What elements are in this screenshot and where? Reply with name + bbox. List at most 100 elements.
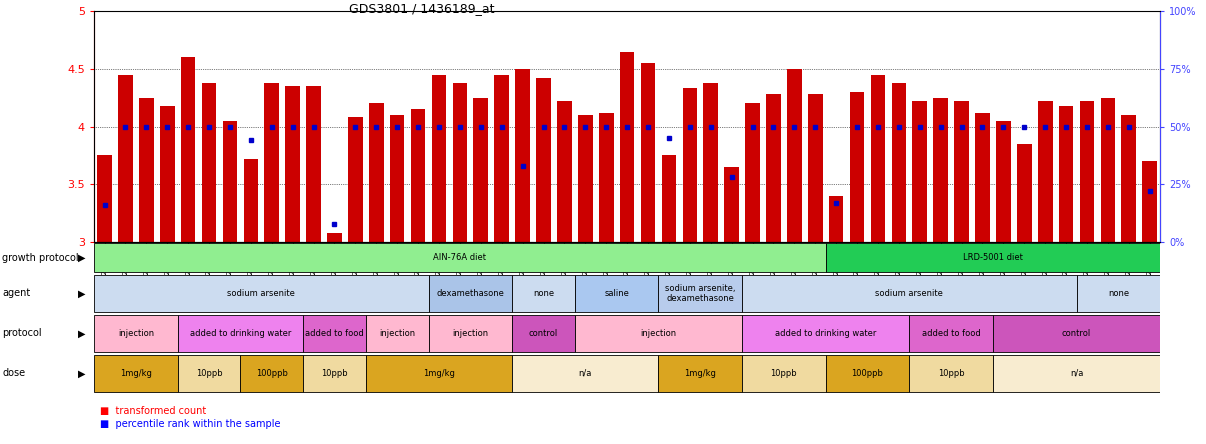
Bar xyxy=(1038,101,1053,242)
Bar xyxy=(513,355,658,392)
Text: LRD-5001 diet: LRD-5001 diet xyxy=(964,254,1023,262)
Bar xyxy=(703,83,718,242)
Bar xyxy=(658,275,742,312)
Bar xyxy=(996,121,1011,242)
Bar xyxy=(244,159,258,242)
Bar xyxy=(913,101,927,242)
Bar xyxy=(286,86,300,242)
Bar xyxy=(177,355,240,392)
Bar xyxy=(662,155,677,242)
Bar xyxy=(1101,98,1116,242)
Text: dexamethasone: dexamethasone xyxy=(437,289,504,298)
Bar xyxy=(742,355,826,392)
Text: 100ppb: 100ppb xyxy=(256,369,288,378)
Bar xyxy=(98,155,112,242)
Bar xyxy=(201,83,216,242)
Text: added to food: added to food xyxy=(305,329,364,338)
Bar xyxy=(620,52,634,242)
Text: growth protocol: growth protocol xyxy=(2,253,80,263)
Bar xyxy=(264,83,279,242)
Bar xyxy=(725,167,739,242)
Bar xyxy=(1079,101,1094,242)
Bar xyxy=(452,83,467,242)
Text: control: control xyxy=(1062,329,1091,338)
Bar xyxy=(432,75,446,242)
Bar xyxy=(557,101,572,242)
Bar xyxy=(993,355,1160,392)
Text: 1mg/kg: 1mg/kg xyxy=(119,369,152,378)
Bar xyxy=(829,196,843,242)
Bar xyxy=(365,355,513,392)
Bar xyxy=(369,103,384,242)
Bar xyxy=(513,275,575,312)
Bar xyxy=(575,275,658,312)
Bar xyxy=(850,92,865,242)
Text: sodium arsenite,
dexamethasone: sodium arsenite, dexamethasone xyxy=(665,284,736,303)
Text: injection: injection xyxy=(379,329,415,338)
Bar xyxy=(742,315,909,352)
Bar xyxy=(1077,275,1160,312)
Text: ▶: ▶ xyxy=(78,253,86,263)
Bar xyxy=(515,69,529,242)
Bar xyxy=(428,275,513,312)
Bar xyxy=(909,355,993,392)
Bar xyxy=(745,103,760,242)
Text: saline: saline xyxy=(604,289,630,298)
Bar xyxy=(683,88,697,242)
Bar xyxy=(94,315,177,352)
Text: dose: dose xyxy=(2,369,25,378)
Text: ▶: ▶ xyxy=(78,289,86,298)
Text: control: control xyxy=(529,329,558,338)
Bar xyxy=(993,315,1160,352)
Bar xyxy=(94,275,428,312)
Bar xyxy=(933,98,948,242)
Bar xyxy=(1122,115,1136,242)
Bar xyxy=(976,113,990,242)
Bar xyxy=(411,109,426,242)
Text: ▶: ▶ xyxy=(78,329,86,338)
Bar xyxy=(118,75,133,242)
Text: n/a: n/a xyxy=(579,369,592,378)
Bar xyxy=(365,315,428,352)
Text: ■  transformed count: ■ transformed count xyxy=(100,406,206,416)
Text: injection: injection xyxy=(640,329,677,338)
Text: ■  percentile rank within the sample: ■ percentile rank within the sample xyxy=(100,419,281,429)
Bar xyxy=(303,355,365,392)
Bar xyxy=(474,98,488,242)
Text: agent: agent xyxy=(2,289,30,298)
Bar xyxy=(223,121,238,242)
Bar xyxy=(303,315,365,352)
Bar xyxy=(826,355,909,392)
Text: sodium arsenite: sodium arsenite xyxy=(228,289,295,298)
Text: 10ppb: 10ppb xyxy=(195,369,222,378)
Bar xyxy=(742,275,1077,312)
Text: ▶: ▶ xyxy=(78,369,86,378)
Bar xyxy=(1059,106,1073,242)
Text: n/a: n/a xyxy=(1070,369,1083,378)
Bar xyxy=(160,106,175,242)
Text: GDS3801 / 1436189_at: GDS3801 / 1436189_at xyxy=(350,2,494,15)
Bar xyxy=(826,243,1160,273)
Text: added to drinking water: added to drinking water xyxy=(189,329,291,338)
Text: injection: injection xyxy=(118,329,154,338)
Bar xyxy=(640,63,655,242)
Bar xyxy=(1142,161,1157,242)
Text: 10ppb: 10ppb xyxy=(771,369,797,378)
Text: 1mg/kg: 1mg/kg xyxy=(684,369,716,378)
Bar xyxy=(658,355,742,392)
Bar xyxy=(240,355,303,392)
Bar xyxy=(575,315,742,352)
Bar xyxy=(349,117,363,242)
Bar xyxy=(891,83,906,242)
Text: injection: injection xyxy=(452,329,488,338)
Bar xyxy=(954,101,968,242)
Bar xyxy=(537,78,551,242)
Bar xyxy=(909,315,993,352)
Bar xyxy=(871,75,885,242)
Bar xyxy=(1017,144,1031,242)
Bar xyxy=(327,233,341,242)
Bar xyxy=(390,115,404,242)
Bar xyxy=(494,75,509,242)
Bar xyxy=(306,86,321,242)
Text: none: none xyxy=(1108,289,1129,298)
